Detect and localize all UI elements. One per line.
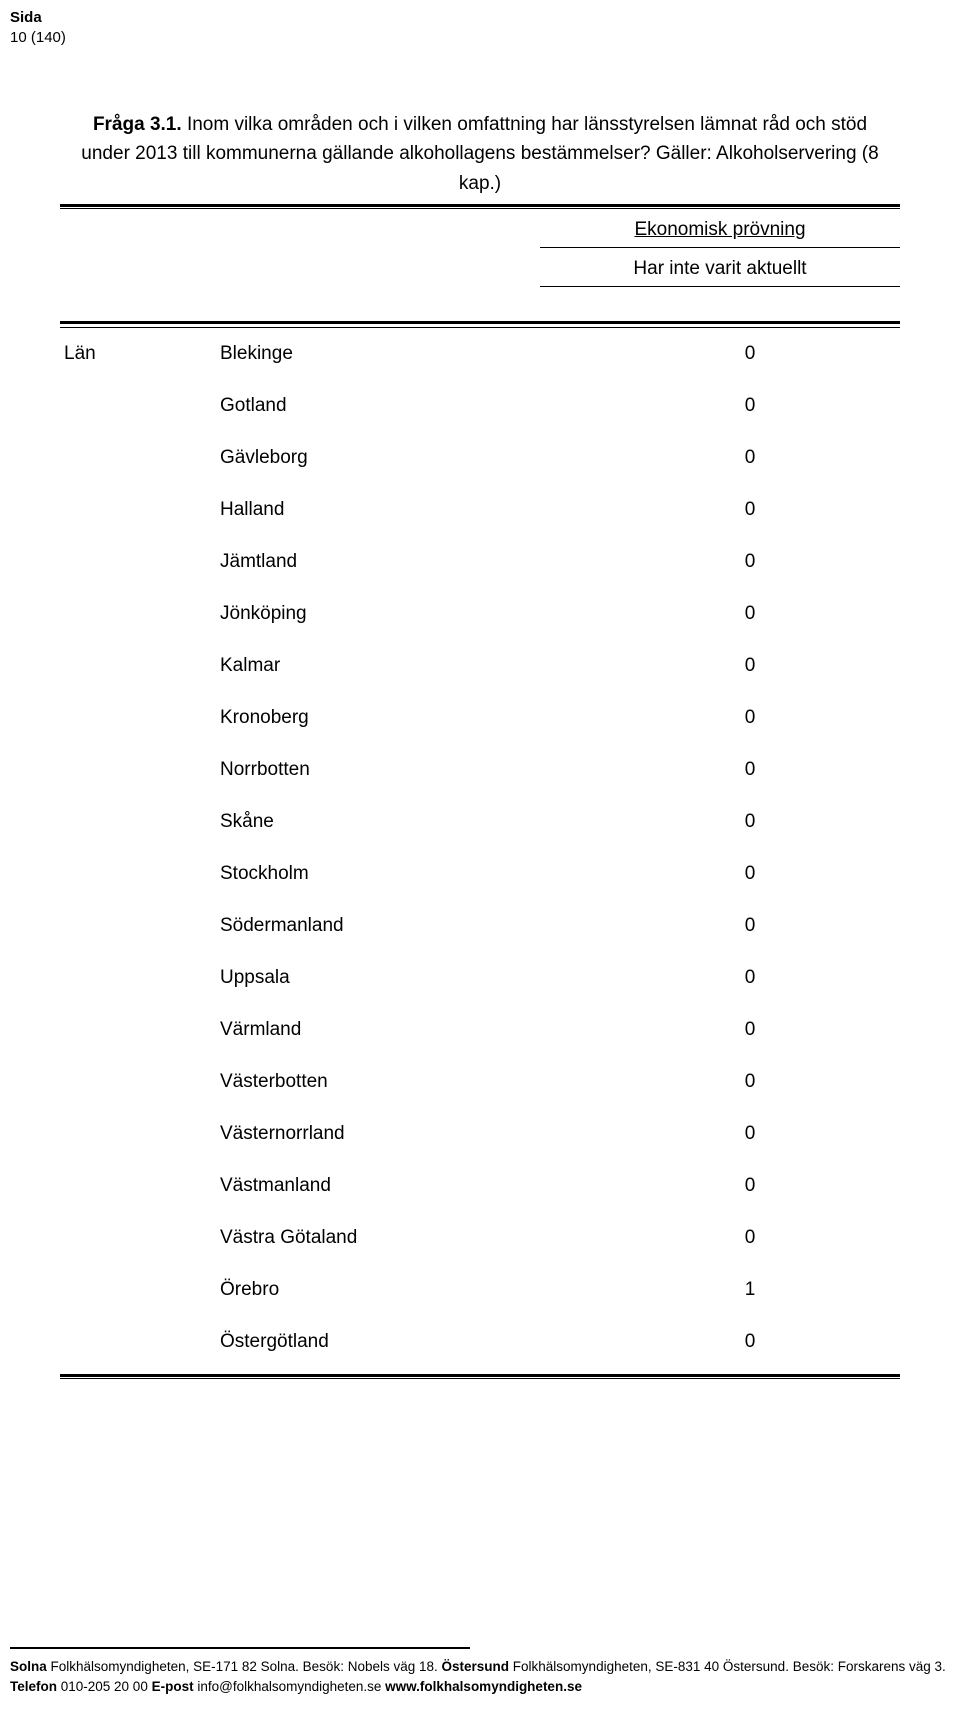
footer-epost-text: info@folkhalsomyndigheten.se: [194, 1679, 386, 1694]
footer-ostersund-label: Östersund: [442, 1659, 510, 1674]
region-name: Värmland: [220, 1019, 640, 1041]
question-body: Inom vilka områden och i vilken omfattni…: [81, 114, 878, 194]
footer-www: www.folkhalsomyndigheten.se: [385, 1679, 582, 1694]
region-value: 0: [640, 395, 900, 417]
subheader-status: Har inte varit aktuellt: [540, 252, 900, 287]
region-name: Gotland: [220, 395, 640, 417]
region-name: Västerbotten: [220, 1071, 640, 1093]
footer-telefon-text: 010-205 20 00: [57, 1679, 152, 1694]
region-value: 0: [640, 863, 900, 885]
table-row: Södermanland0: [60, 900, 900, 952]
region-name: Jönköping: [220, 603, 640, 625]
table-row: Västmanland0: [60, 1160, 900, 1212]
question-title: Fråga 3.1.: [93, 114, 182, 135]
region-value: 0: [640, 447, 900, 469]
footer-line-2: Telefon 010-205 20 00 E-post info@folkha…: [10, 1677, 950, 1697]
region-name: Östergötland: [220, 1331, 640, 1353]
region-name: Gävleborg: [220, 447, 640, 469]
table-row: Jönköping0: [60, 588, 900, 640]
region-value: 0: [640, 499, 900, 521]
table-row: Halland0: [60, 484, 900, 536]
question-block: Fråga 3.1. Inom vilka områden och i vilk…: [60, 110, 900, 198]
region-value: 0: [640, 1071, 900, 1093]
subheader-status-wrap: Har inte varit aktuellt: [60, 252, 900, 287]
table-row: Skåne0: [60, 796, 900, 848]
region-value: 0: [640, 1331, 900, 1353]
region-name: Örebro: [220, 1279, 640, 1301]
region-value: 0: [640, 915, 900, 937]
page-number: 10 (140): [10, 28, 66, 48]
footer-line-1: Solna Folkhälsomyndigheten, SE-171 82 So…: [10, 1657, 950, 1677]
double-rule-top: [60, 204, 900, 209]
footer-rule: [10, 1647, 470, 1649]
region-name: Uppsala: [220, 967, 640, 989]
double-rule-bottom: [60, 1374, 900, 1379]
table-row: Gävleborg0: [60, 432, 900, 484]
table-row: Jämtland0: [60, 536, 900, 588]
table-row: LänBlekinge0: [60, 328, 900, 380]
table-row: Östergötland0: [60, 1316, 900, 1368]
table-row: Värmland0: [60, 1004, 900, 1056]
subheader-category: Ekonomisk prövning: [540, 213, 900, 248]
region-value: 0: [640, 1227, 900, 1249]
region-name: Västernorrland: [220, 1123, 640, 1145]
subheader-status-text: Har inte varit aktuellt: [633, 258, 806, 279]
region-name: Södermanland: [220, 915, 640, 937]
region-name: Stockholm: [220, 863, 640, 885]
region-value: 0: [640, 1175, 900, 1197]
region-value: 0: [640, 343, 900, 365]
region-value: 0: [640, 759, 900, 781]
footer: Solna Folkhälsomyndigheten, SE-171 82 So…: [10, 1587, 950, 1698]
region-value: 0: [640, 967, 900, 989]
table-row: Norrbotten0: [60, 744, 900, 796]
footer-solna-text: Folkhälsomyndigheten, SE-171 82 Solna. B…: [47, 1659, 442, 1674]
table-row: Örebro1: [60, 1264, 900, 1316]
table-row: Kalmar0: [60, 640, 900, 692]
region-name: Halland: [220, 499, 640, 521]
table-row: Uppsala0: [60, 952, 900, 1004]
group-label-cell: Län: [60, 343, 220, 365]
region-value: 0: [640, 707, 900, 729]
region-name: Kronoberg: [220, 707, 640, 729]
region-name: Jämtland: [220, 551, 640, 573]
footer-solna-label: Solna: [10, 1659, 47, 1674]
table-row: Gotland0: [60, 380, 900, 432]
footer-telefon-label: Telefon: [10, 1679, 57, 1694]
region-name: Norrbotten: [220, 759, 640, 781]
region-name: Blekinge: [220, 343, 640, 365]
page: Sida 10 (140) Fråga 3.1. Inom vilka områ…: [0, 0, 960, 1717]
subheader-category-wrap: Ekonomisk prövning: [60, 213, 900, 248]
footer-ostersund-text: Folkhälsomyndigheten, SE-831 40 Östersun…: [509, 1659, 946, 1674]
footer-epost-label: E-post: [152, 1679, 194, 1694]
region-value: 0: [640, 811, 900, 833]
page-header: Sida 10 (140): [10, 8, 66, 47]
subheader-category-text: Ekonomisk prövning: [634, 219, 805, 240]
region-value: 0: [640, 1123, 900, 1145]
table-row: Västra Götaland0: [60, 1212, 900, 1264]
table-row: Västerbotten0: [60, 1056, 900, 1108]
page-header-label: Sida: [10, 8, 66, 28]
data-table: LänBlekinge0Gotland0Gävleborg0Halland0Jä…: [60, 328, 900, 1368]
region-value: 0: [640, 1019, 900, 1041]
region-name: Kalmar: [220, 655, 640, 677]
region-value: 0: [640, 551, 900, 573]
table-row: Stockholm0: [60, 848, 900, 900]
region-name: Västra Götaland: [220, 1227, 640, 1249]
table-row: Kronoberg0: [60, 692, 900, 744]
region-value: 0: [640, 655, 900, 677]
region-name: Västmanland: [220, 1175, 640, 1197]
table-row: Västernorrland0: [60, 1108, 900, 1160]
region-name: Skåne: [220, 811, 640, 833]
region-value: 0: [640, 603, 900, 625]
region-value: 1: [640, 1279, 900, 1301]
